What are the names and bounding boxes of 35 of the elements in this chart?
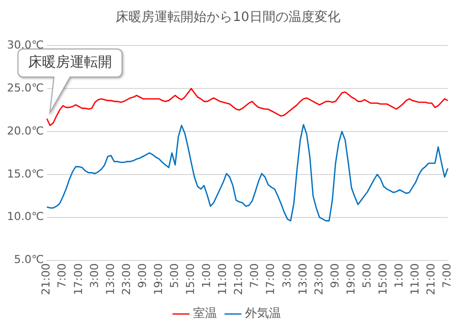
x-tick-label: 9:00 xyxy=(328,263,342,288)
x-tick-label: 7:00 xyxy=(56,263,69,288)
legend-label: 室温 xyxy=(193,306,217,320)
x-tick-label: 3:00 xyxy=(88,263,101,288)
annotation: 床暖房運転開 xyxy=(28,54,112,71)
x-tick-label: 21:00 xyxy=(40,263,53,296)
y-tick-label: 25.0℃ xyxy=(6,81,44,94)
y-tick-label: 15.0℃ xyxy=(6,167,44,180)
x-tick-label: 19:00 xyxy=(152,263,165,296)
x-tick-label: 1:00 xyxy=(200,263,214,288)
x-tick-label: 1:00 xyxy=(392,263,406,288)
y-tick-label: 20.0℃ xyxy=(6,124,44,138)
chart-title: 床暖房運転開始から10日間の温度変化 xyxy=(116,9,340,26)
x-tick-label: 13:00 xyxy=(296,263,310,296)
x-tick-label: 23:00 xyxy=(120,263,133,296)
x-tick-label: 3:00 xyxy=(280,263,294,288)
x-tick-label: 7:00 xyxy=(440,263,454,288)
y-tick-label: 10.0℃ xyxy=(6,210,44,224)
x-tick-label: 15:00 xyxy=(376,263,390,296)
x-tick-label: 15:00 xyxy=(184,263,198,296)
x-tick-label: 11:00 xyxy=(408,263,422,296)
x-tick-label: 21:00 xyxy=(232,263,246,296)
x-tick-label: 5:00 xyxy=(168,263,182,288)
x-tick-label: 19:00 xyxy=(344,263,358,296)
x-tick-label: 17:00 xyxy=(264,263,278,296)
x-tick-label: 21:00 xyxy=(424,263,438,296)
legend-label: 外気温 xyxy=(245,306,281,320)
x-tick-label: 23:00 xyxy=(312,263,326,296)
y-tick-label: 30.0℃ xyxy=(6,38,44,52)
x-tick-label: 9:00 xyxy=(136,263,149,288)
x-tick-label: 5:00 xyxy=(360,263,374,288)
x-tick-label: 7:00 xyxy=(248,263,262,288)
x-tick-label: 11:00 xyxy=(216,263,230,296)
x-tick-label: 17:00 xyxy=(72,263,85,296)
x-tick-label: 13:00 xyxy=(104,263,117,296)
